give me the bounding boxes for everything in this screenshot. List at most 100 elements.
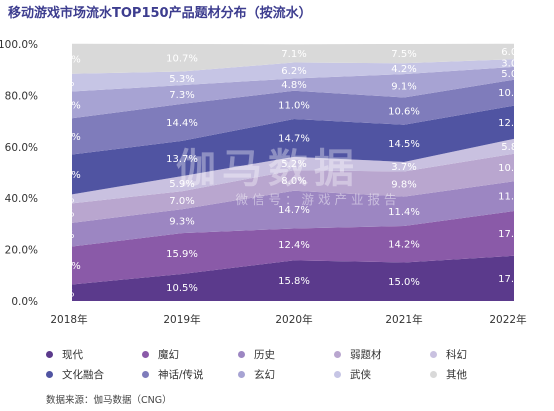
- y-axis: 0.0% 20.0% 40.0% 60.0% 80.0% 100.0%: [0, 39, 38, 308]
- legend-item: 文化融合: [46, 367, 142, 382]
- data-label: 6.0%: [501, 47, 526, 58]
- y-tick-label: 20.0%: [5, 245, 38, 257]
- area-series-5: [72, 105, 514, 195]
- area-series-4: [72, 138, 514, 204]
- legend-label: 弱题材: [350, 348, 382, 361]
- data-label: 15.9%: [166, 249, 198, 260]
- x-tick-label: 2021年: [385, 313, 422, 326]
- y-tick-label: 60.0%: [5, 142, 38, 154]
- data-label: 3.7%: [391, 162, 416, 173]
- data-label: 17.4%: [498, 229, 530, 240]
- data-label: 14.1%: [49, 132, 81, 143]
- data-label: 9.2%: [49, 230, 74, 241]
- legend-label: 现代: [62, 348, 83, 361]
- data-label: 4.8%: [281, 80, 306, 91]
- area-series-0: [72, 255, 514, 301]
- x-tick-label: 2018年: [50, 313, 87, 326]
- data-label: 10.4%: [49, 100, 81, 111]
- area-series-1: [72, 211, 514, 285]
- y-tick-label: 100.0%: [0, 39, 38, 51]
- legend-row: 现代 魔幻 历史 弱题材 科幻: [46, 344, 526, 364]
- data-label: 5.3%: [169, 74, 194, 85]
- data-label: 10.1%: [498, 88, 530, 99]
- data-label: 17.6%: [498, 274, 530, 285]
- legend-swatch: [142, 350, 149, 358]
- data-label: 11.0%: [278, 100, 310, 111]
- data-label: 3.0%: [501, 59, 526, 70]
- data-label: 7.0%: [169, 196, 194, 207]
- area-series-2: [72, 181, 514, 247]
- data-label: 9.8%: [391, 180, 416, 191]
- data-label: 14.7%: [278, 205, 310, 216]
- data-label: 7.1%: [281, 49, 306, 60]
- data-label: 10.7%: [166, 53, 198, 64]
- data-label: 11.7%: [49, 54, 81, 65]
- chart-title: 移动游戏市场流水TOP150产品题材分布（按流水）: [8, 6, 312, 21]
- y-tick-label: 40.0%: [5, 193, 38, 205]
- legend-swatch: [46, 350, 53, 358]
- x-tick-label: 2022年: [489, 313, 526, 326]
- y-tick-label: 80.0%: [5, 90, 38, 102]
- legend: 现代 魔幻 历史 弱题材 科幻 文化融合 神话/传说 玄幻 武侠 其他: [46, 344, 526, 384]
- data-label: 10.5%: [166, 283, 198, 294]
- data-label: 4.2%: [391, 64, 416, 75]
- data-label: 6.2%: [281, 66, 306, 77]
- data-label: 15.8%: [278, 276, 310, 287]
- data-label: 10.7%: [498, 163, 530, 174]
- legend-item: 弱题材: [334, 347, 430, 362]
- data-label: 12.9%: [498, 118, 530, 129]
- data-label: 9.3%: [169, 217, 194, 228]
- legend-swatch: [46, 370, 53, 378]
- y-tick-label: 0.0%: [11, 296, 38, 308]
- legend-item: 科幻: [430, 347, 526, 362]
- data-label: 14.4%: [166, 118, 198, 129]
- legend-item: 魔幻: [142, 347, 238, 362]
- data-label: 7.6%: [49, 209, 74, 220]
- data-label: 5.2%: [281, 159, 306, 170]
- legend-swatch: [334, 370, 341, 378]
- data-label: 9.1%: [391, 81, 416, 92]
- watermark: 伽马数据 微信号：游戏产业报告: [176, 146, 400, 207]
- legend-row: 文化融合 神话/传说 玄幻 武侠 其他: [46, 364, 526, 384]
- data-label: 11.6%: [498, 192, 530, 203]
- stacked-area-chart: 伽马数据 微信号：游戏产业报告 0.0% 20.0% 40.0% 60.0% 80.0%…: [0, 39, 530, 326]
- source-note: 数据来源：伽马数据（CNG）: [46, 395, 172, 406]
- x-tick-label: 2019年: [163, 313, 200, 326]
- data-label: 10.6%: [388, 107, 420, 118]
- data-label: 11.4%: [388, 207, 420, 218]
- legend-label: 历史: [254, 348, 275, 361]
- data-label: 6.4%: [49, 288, 74, 299]
- data-label: 6.9%: [49, 78, 74, 89]
- area-series-6: [72, 79, 514, 155]
- legend-label: 其他: [446, 368, 467, 381]
- legend-swatch: [334, 350, 341, 358]
- data-label: 3.5%: [49, 194, 74, 205]
- watermark-main: 伽马数据: [176, 146, 360, 192]
- legend-label: 魔幻: [158, 348, 179, 361]
- legend-swatch: [430, 350, 437, 358]
- area-layers: [72, 43, 514, 301]
- data-label: 13.7%: [166, 154, 198, 165]
- legend-swatch: [238, 350, 245, 358]
- x-axis: 2018年 2019年 2020年 2021年 2022年: [50, 313, 526, 326]
- area-series-7: [72, 66, 514, 119]
- legend-label: 武侠: [350, 368, 371, 381]
- legend-label: 科幻: [446, 348, 467, 361]
- legend-swatch: [430, 370, 437, 378]
- data-label: 14.7%: [278, 133, 310, 144]
- data-label: 7.3%: [169, 90, 194, 101]
- legend-swatch: [142, 370, 149, 378]
- data-labels: 6.4% 10.5% 15.8% 15.0% 17.6% 14.8% 15.9% 12.4% 1…: [49, 47, 530, 299]
- legend-item: 其他: [430, 367, 526, 382]
- data-label: 14.5%: [388, 139, 420, 150]
- data-label: 14.8%: [49, 261, 81, 272]
- data-label: 14.2%: [388, 240, 420, 251]
- legend-label: 神话/传说: [158, 368, 204, 381]
- data-label: 7.5%: [391, 49, 416, 60]
- data-label: 5.9%: [169, 179, 194, 190]
- data-label: 5.0%: [501, 69, 526, 80]
- legend-item: 神话/传说: [142, 367, 238, 382]
- legend-item: 历史: [238, 347, 334, 362]
- legend-item: 现代: [46, 347, 142, 362]
- watermark-sub: 微信号：游戏产业报告: [235, 192, 400, 207]
